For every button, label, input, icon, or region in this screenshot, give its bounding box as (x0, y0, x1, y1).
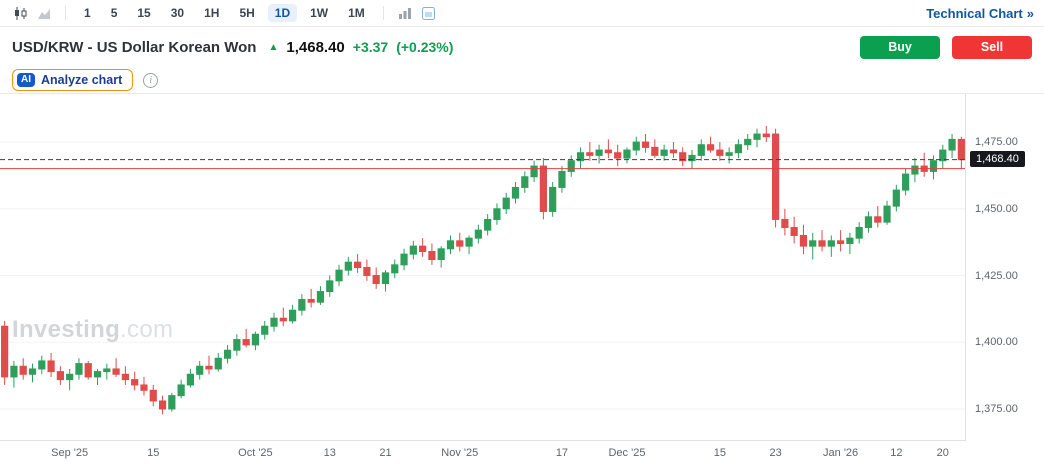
multi-chart-icon[interactable] (419, 3, 439, 23)
ai-badge: AI (17, 73, 35, 87)
x-axis-tick: Jan '26 (823, 447, 859, 459)
x-axis-tick: 20 (936, 447, 949, 459)
timeframe-30[interactable]: 30 (164, 4, 191, 22)
y-axis-tick: 1,450.00 (975, 202, 1018, 215)
technical-chart-link[interactable]: Technical Chart » (926, 6, 1034, 21)
toolbar-separator (65, 6, 66, 20)
last-price-tag: 1,468.40 (970, 150, 1025, 167)
double-chevron-icon: » (1026, 5, 1034, 21)
x-axis-tick: Oct '25 (238, 447, 273, 459)
timeframe-5[interactable]: 5 (104, 4, 125, 22)
time-axis[interactable]: Sep '25 15 Oct '25 13 21 Nov '25 17 Dec '25 15 23… (0, 441, 966, 466)
timeframe-group: 1 5 15 30 1H 5H 1D 1W 1M (77, 4, 372, 22)
trade-buttons: Buy Sell (860, 35, 1032, 59)
x-axis-tick: Nov '25 (441, 447, 479, 459)
x-axis-tick: 17 (555, 447, 569, 459)
x-axis-tick: 12 (890, 447, 903, 459)
timeframe-1d[interactable]: 1D (267, 4, 298, 22)
info-icon[interactable]: i (143, 72, 159, 88)
sell-button[interactable]: Sell (952, 35, 1032, 59)
instrument-title: USD/KRW - US Dollar Korean Won (12, 38, 257, 56)
buy-button[interactable]: Buy (860, 35, 940, 59)
timeframe-15[interactable]: 15 (130, 4, 157, 22)
timeframe-1w[interactable]: 1W (303, 4, 335, 22)
chart-area[interactable]: Investing.com 1,475.00 1,450.00 1,425.00 1,… (0, 94, 1044, 466)
x-axis-tick: 21 (379, 447, 392, 459)
y-axis-tick: 1,425.00 (975, 269, 1018, 282)
timeframe-1[interactable]: 1 (77, 4, 98, 22)
indicators-icon[interactable] (395, 3, 415, 23)
price-change: +3.37 (352, 39, 389, 55)
x-axis-tick: 23 (769, 447, 782, 459)
timeframe-1h[interactable]: 1H (197, 4, 226, 22)
y-axis-tick: 1,375.00 (975, 402, 1018, 415)
timeframe-1m[interactable]: 1M (341, 4, 372, 22)
ai-analyze-button[interactable]: AI Analyze chart (12, 69, 134, 91)
y-axis-tick: 1,400.00 (975, 336, 1018, 349)
y-axis-tick: 1,475.00 (975, 136, 1018, 149)
analyze-label: Analyze chart (41, 73, 123, 87)
chart-toolbar: 1 5 15 30 1H 5H 1D 1W 1M Technical Chart » (0, 0, 1044, 27)
area-chart-icon[interactable] (34, 3, 54, 23)
timeframe-5h[interactable]: 5H (232, 4, 261, 22)
price-change-percent: (+0.23%) (396, 39, 454, 55)
candlestick-chart-icon[interactable] (10, 3, 30, 23)
x-axis-tick: Sep '25 (51, 447, 89, 459)
instrument-header: USD/KRW - US Dollar Korean Won ▲ 1,468.4… (0, 27, 1044, 67)
price-up-arrow: ▲ (268, 41, 279, 53)
analyze-row: AI Analyze chart i (0, 67, 1044, 94)
technical-chart-label: Technical Chart (926, 5, 1023, 21)
price-axis[interactable]: 1,475.00 1,450.00 1,425.00 1,400.00 1,375.00… (966, 94, 1044, 441)
x-axis-tick: 15 (147, 447, 160, 459)
price-chart-canvas[interactable] (0, 94, 966, 441)
x-axis-tick: 15 (713, 447, 726, 459)
x-axis-tick: 13 (323, 447, 336, 459)
toolbar-separator (382, 6, 384, 20)
x-axis-tick: Dec '25 (608, 447, 646, 459)
last-price: 1,468.40 (286, 38, 345, 56)
